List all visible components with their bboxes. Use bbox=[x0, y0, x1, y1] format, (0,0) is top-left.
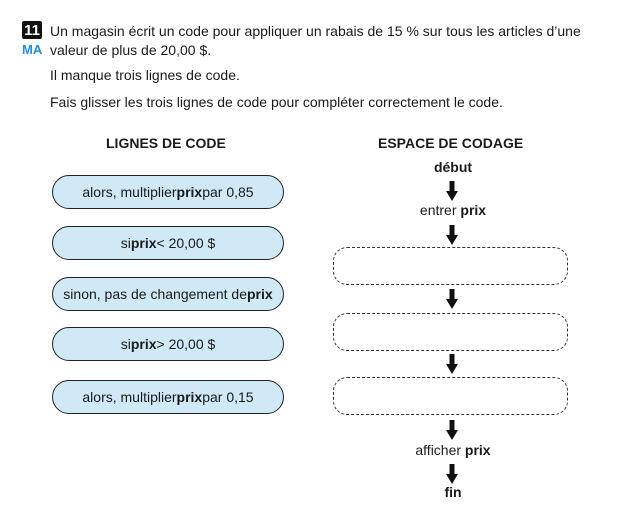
code-var: prix bbox=[176, 389, 203, 405]
missing-lines-note: Il manque trois lignes de code. bbox=[50, 67, 240, 83]
code-var: prix bbox=[176, 184, 203, 200]
code-lines-header: LIGNES DE CODE bbox=[106, 135, 226, 151]
coding-space-header: ESPACE DE CODAGE bbox=[378, 135, 524, 151]
code-line-if-greater-than[interactable]: si prix > 20,00 $ bbox=[52, 327, 284, 361]
flow-input-text: entrer bbox=[419, 202, 461, 218]
code-text: si bbox=[120, 235, 131, 251]
drop-zone-1[interactable] bbox=[333, 247, 568, 285]
code-text: < 20,00 $ bbox=[156, 235, 216, 251]
flow-output: afficher prix bbox=[353, 442, 553, 458]
code-line-if-less-than[interactable]: si prix < 20,00 $ bbox=[52, 226, 284, 260]
instruction-text: Fais glisser les trois lignes de code po… bbox=[50, 94, 503, 110]
down-arrow-icon bbox=[446, 289, 458, 309]
flow-output-var: prix bbox=[464, 442, 491, 458]
code-text: alors, multiplier bbox=[82, 184, 177, 200]
question-number: 11 bbox=[22, 21, 42, 39]
flow-input-var: prix bbox=[460, 202, 487, 218]
code-text: si bbox=[120, 336, 131, 352]
down-arrow-icon bbox=[446, 464, 458, 484]
drop-zone-3[interactable] bbox=[333, 377, 568, 415]
code-text: par 0,85 bbox=[202, 184, 254, 200]
code-var: prix bbox=[130, 336, 157, 352]
domain-label: MA bbox=[22, 42, 43, 57]
code-text: par 0,15 bbox=[202, 389, 254, 405]
code-text: > 20,00 $ bbox=[156, 336, 216, 352]
code-var: prix bbox=[247, 286, 273, 302]
code-text: sinon, pas de changement de bbox=[63, 286, 247, 302]
code-text: alors, multiplier bbox=[82, 389, 177, 405]
down-arrow-icon bbox=[446, 420, 458, 440]
flow-output-text: afficher bbox=[415, 442, 465, 458]
down-arrow-icon bbox=[446, 181, 458, 201]
code-line-multiply-015[interactable]: alors, multiplier prix par 0,15 bbox=[52, 380, 284, 414]
down-arrow-icon bbox=[446, 354, 458, 374]
code-var: prix bbox=[130, 235, 157, 251]
code-line-multiply-085[interactable]: alors, multiplier prix par 0,85 bbox=[52, 175, 284, 209]
down-arrow-icon bbox=[446, 225, 458, 245]
flow-start: début bbox=[433, 159, 473, 175]
question-stem: Un magasin écrit un code pour appliquer … bbox=[50, 23, 581, 58]
drop-zone-2[interactable] bbox=[333, 313, 568, 351]
flow-input: entrer prix bbox=[353, 202, 553, 218]
code-line-else-no-change[interactable]: sinon, pas de changement de prix bbox=[52, 277, 284, 311]
flow-end: fin bbox=[444, 484, 462, 500]
